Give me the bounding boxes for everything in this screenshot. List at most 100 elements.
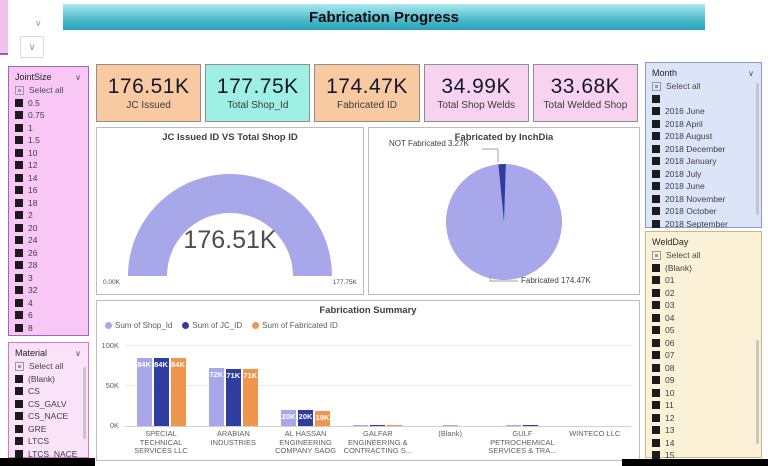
checkbox[interactable]: [15, 437, 23, 446]
checkbox[interactable]: [652, 169, 660, 178]
bar-sum-of-shop-id[interactable]: [506, 424, 522, 426]
checkbox[interactable]: [652, 94, 660, 103]
bar-sum-of-jc-id[interactable]: 20K: [298, 409, 314, 426]
chevron-down-icon[interactable]: ∨: [75, 348, 81, 358]
filter-item[interactable]: (Blank): [652, 262, 761, 275]
bar-sum-of-shop-id[interactable]: 72K: [208, 367, 224, 426]
bar-sum-of-shop-id[interactable]: [353, 424, 369, 426]
filter-item[interactable]: 24: [15, 234, 88, 247]
checkbox[interactable]: [652, 276, 660, 285]
checkbox[interactable]: [652, 351, 660, 360]
legend-item[interactable]: Sum of JC_ID: [182, 321, 242, 330]
checkbox[interactable]: [15, 323, 23, 332]
filter-select-all[interactable]: Select all: [15, 84, 88, 97]
filter-item[interactable]: 09: [652, 374, 761, 387]
bar-sum-of-shop-id[interactable]: 84K: [136, 357, 152, 426]
filter-item[interactable]: 4: [15, 297, 88, 310]
chevron-down-icon[interactable]: ∨: [748, 68, 754, 78]
filter-item[interactable]: 2018 November: [652, 193, 761, 206]
filter-item[interactable]: 32: [15, 284, 88, 297]
checkbox[interactable]: [15, 424, 23, 433]
bar-sum-of-shop-id[interactable]: 20K: [281, 409, 297, 426]
filter-item[interactable]: 05: [652, 324, 761, 337]
legend-item[interactable]: Sum of Fabricated ID: [252, 321, 338, 330]
checkbox[interactable]: [15, 412, 23, 421]
filter-item[interactable]: 02: [652, 287, 761, 300]
checkbox[interactable]: [15, 148, 23, 157]
select-all-checkbox[interactable]: [652, 250, 661, 260]
filter-item[interactable]: CS_NACE: [15, 410, 88, 423]
filter-item[interactable]: LTCS_NACE: [15, 448, 88, 461]
checkbox[interactable]: [652, 438, 660, 447]
checkbox[interactable]: [15, 449, 23, 458]
checkbox[interactable]: [652, 426, 660, 435]
filter-item[interactable]: 2018 April: [652, 118, 761, 131]
legend-item[interactable]: Sum of Shop_Id: [105, 321, 172, 330]
filter-item[interactable]: 1: [15, 122, 88, 135]
checkbox[interactable]: [652, 194, 660, 203]
filter-item[interactable]: 26: [15, 247, 88, 260]
checkbox[interactable]: [652, 301, 660, 310]
checkbox[interactable]: [652, 401, 660, 410]
filter-item[interactable]: 04: [652, 312, 761, 325]
checkbox[interactable]: [652, 182, 660, 191]
filter-item[interactable]: 2018 January: [652, 155, 761, 168]
filter-item[interactable]: 6: [15, 309, 88, 322]
filter-item[interactable]: 10: [652, 387, 761, 400]
checkbox[interactable]: [652, 413, 660, 422]
checkbox[interactable]: [15, 374, 23, 383]
checkbox[interactable]: [652, 363, 660, 372]
filter-item[interactable]: 07: [652, 349, 761, 362]
checkbox[interactable]: [652, 326, 660, 335]
filter-item[interactable]: LTCS: [15, 435, 88, 448]
pie-chart[interactable]: [369, 142, 639, 294]
checkbox[interactable]: [15, 123, 23, 132]
filter-item[interactable]: 2018 June: [652, 180, 761, 193]
filter-item[interactable]: 20: [15, 222, 88, 235]
bar-sum-of-shop-id[interactable]: [442, 424, 458, 426]
checkbox[interactable]: [652, 288, 660, 297]
select-all-checkbox[interactable]: [15, 85, 24, 95]
filter-item[interactable]: 14: [652, 437, 761, 450]
filter-select-all[interactable]: Select all: [15, 360, 88, 373]
filter-item[interactable]: 13: [652, 424, 761, 437]
filter-item[interactable]: 15: [652, 449, 761, 462]
checkbox[interactable]: [652, 207, 660, 216]
filter-item[interactable]: GRE: [15, 423, 88, 436]
filter-item[interactable]: 8: [15, 322, 88, 335]
filter-item[interactable]: CS: [15, 385, 88, 398]
filter-item[interactable]: 2018 August: [652, 130, 761, 143]
checkbox[interactable]: [15, 298, 23, 307]
filter-item[interactable]: 16: [15, 184, 88, 197]
filter-item[interactable]: 2018 October: [652, 205, 761, 218]
checkbox[interactable]: [15, 387, 23, 396]
checkbox[interactable]: [15, 198, 23, 207]
bar-sum-of-fabricated-id[interactable]: [387, 424, 403, 426]
filter-item[interactable]: 18: [15, 197, 88, 210]
filter-item[interactable]: 0.5: [15, 97, 88, 110]
checkbox[interactable]: [652, 338, 660, 347]
filter-item[interactable]: 2016 June: [652, 105, 761, 118]
checkbox[interactable]: [15, 286, 23, 295]
checkbox[interactable]: [15, 186, 23, 195]
chevron-down-icon[interactable]: ∨: [75, 72, 81, 82]
checkbox[interactable]: [652, 157, 660, 166]
filter-item[interactable]: 2: [15, 209, 88, 222]
filter-item[interactable]: 1.5: [15, 134, 88, 147]
bar-sum-of-jc-id[interactable]: 71K: [225, 368, 241, 426]
filter-item[interactable]: 06: [652, 337, 761, 350]
bar-sum-of-fabricated-id[interactable]: 84K: [170, 357, 186, 426]
checkbox[interactable]: [15, 248, 23, 257]
checkbox[interactable]: [15, 111, 23, 120]
filter-item[interactable]: 14: [15, 172, 88, 185]
filter-item[interactable]: 2018 September: [652, 218, 761, 231]
bar-sum-of-jc-id[interactable]: 84K: [153, 357, 169, 426]
filter-item[interactable]: 28: [15, 259, 88, 272]
checkbox[interactable]: [15, 273, 23, 282]
chevron-down-button[interactable]: ∨: [20, 36, 44, 58]
filter-item[interactable]: 2018 July: [652, 168, 761, 181]
checkbox[interactable]: [652, 451, 660, 460]
bar-sum-of-jc-id[interactable]: [523, 424, 539, 426]
checkbox[interactable]: [15, 311, 23, 320]
checkbox[interactable]: [15, 161, 23, 170]
